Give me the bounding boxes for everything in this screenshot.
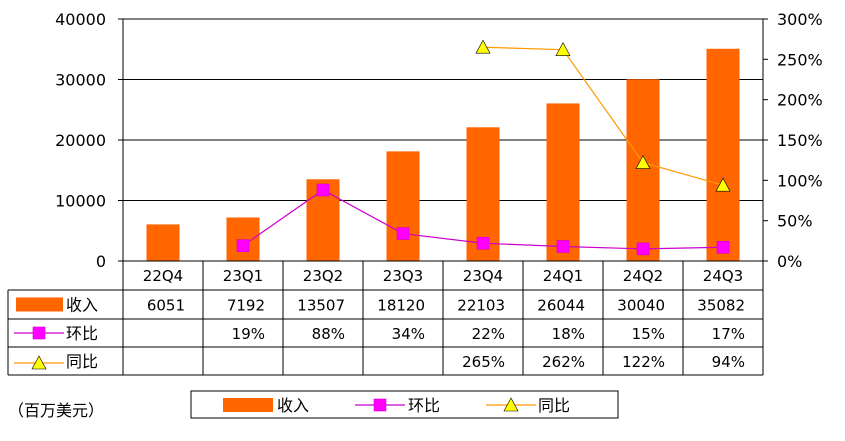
bar-revenue (146, 224, 180, 261)
x-tick-label: 23Q4 (463, 267, 503, 285)
data-label: 6051 (147, 297, 185, 315)
data-label: 122% (622, 353, 665, 371)
data-label: 13507 (297, 297, 345, 315)
data-label: 35082 (697, 297, 745, 315)
data-label: 17% (712, 325, 745, 343)
x-tick-label: 23Q1 (223, 267, 263, 285)
unit-note: （百万美元） (8, 401, 104, 420)
left-tick-label: 30000 (55, 71, 106, 90)
right-tick-label: 150% (777, 131, 823, 150)
data-label: 22103 (457, 297, 505, 315)
data-table: 22Q4 23Q1 23Q2 23Q3 23Q4 24Q1 24Q2 24Q3 收入 6051 71… (7, 260, 764, 376)
data-label: 26044 (537, 297, 585, 315)
data-label: 262% (542, 353, 585, 371)
right-tick-label: 200% (777, 91, 823, 110)
table-key-yoy-marker (31, 355, 47, 370)
x-tick-label: 22Q4 (143, 267, 183, 285)
point-qoq (716, 240, 730, 254)
point-yoy (635, 154, 651, 169)
bar-revenue (546, 103, 580, 261)
right-tick-label: 50% (777, 212, 813, 231)
point-qoq (316, 183, 330, 197)
left-tick-label: 0 (96, 252, 106, 271)
data-label: 18% (552, 325, 585, 343)
legend-marker-qoq (373, 398, 387, 412)
x-tick-label: 24Q1 (543, 267, 583, 285)
x-tick-label: 23Q2 (303, 267, 343, 285)
x-tick-label: 23Q3 (383, 267, 423, 285)
data-label: 15% (632, 325, 665, 343)
left-tick-label: 10000 (55, 192, 106, 211)
legend-label-yoy: 同比 (538, 396, 570, 415)
data-label: 22% (472, 325, 505, 343)
legend-label-revenue: 收入 (277, 396, 309, 415)
right-tick-label: 100% (777, 171, 823, 190)
data-label: 30040 (617, 297, 665, 315)
bar-series (146, 48, 740, 262)
legend: 收入 环比 同比 (190, 390, 619, 419)
x-tick-label: 24Q2 (623, 267, 663, 285)
right-tick-label: 250% (777, 50, 823, 69)
data-label: 88% (312, 325, 345, 343)
bar-revenue (706, 48, 740, 261)
bar-revenue (626, 79, 660, 262)
table-row-label: 环比 (66, 324, 98, 343)
point-yoy (715, 177, 731, 192)
left-tick-label: 20000 (55, 131, 106, 150)
point-qoq (396, 227, 410, 240)
point-qoq (636, 242, 650, 256)
left-tick-label: 40000 (55, 10, 106, 29)
legend-swatch-revenue (223, 398, 273, 412)
point-qoq (476, 236, 490, 250)
line-series (236, 39, 731, 256)
point-yoy (555, 42, 571, 56)
data-label: 265% (462, 353, 505, 371)
bar-revenue (226, 217, 260, 261)
data-label: 94% (712, 353, 745, 371)
data-label: 19% (232, 325, 265, 343)
axes: 0 10000 20000 30000 40000 0% 50% 100% 150% 200% 25… (55, 10, 823, 271)
bar-revenue (386, 151, 420, 261)
legend-marker-yoy (503, 397, 519, 412)
table-row-label: 同比 (66, 352, 98, 371)
gridlines (123, 18, 763, 262)
legend-label-qoq: 环比 (408, 396, 440, 415)
table-key-qoq-marker (32, 326, 46, 340)
x-tick-label: 24Q3 (703, 267, 743, 285)
right-tick-label: 300% (777, 10, 823, 29)
point-qoq (236, 239, 250, 252)
table-key-revenue (16, 297, 63, 312)
data-label: 18120 (377, 297, 425, 315)
data-label: 34% (392, 325, 425, 343)
line-yoy (482, 46, 724, 186)
point-yoy (475, 39, 491, 54)
right-tick-label: 0% (777, 252, 802, 271)
table-row-label: 收入 (66, 296, 98, 315)
data-label: 7192 (227, 297, 265, 315)
point-qoq (556, 240, 570, 253)
